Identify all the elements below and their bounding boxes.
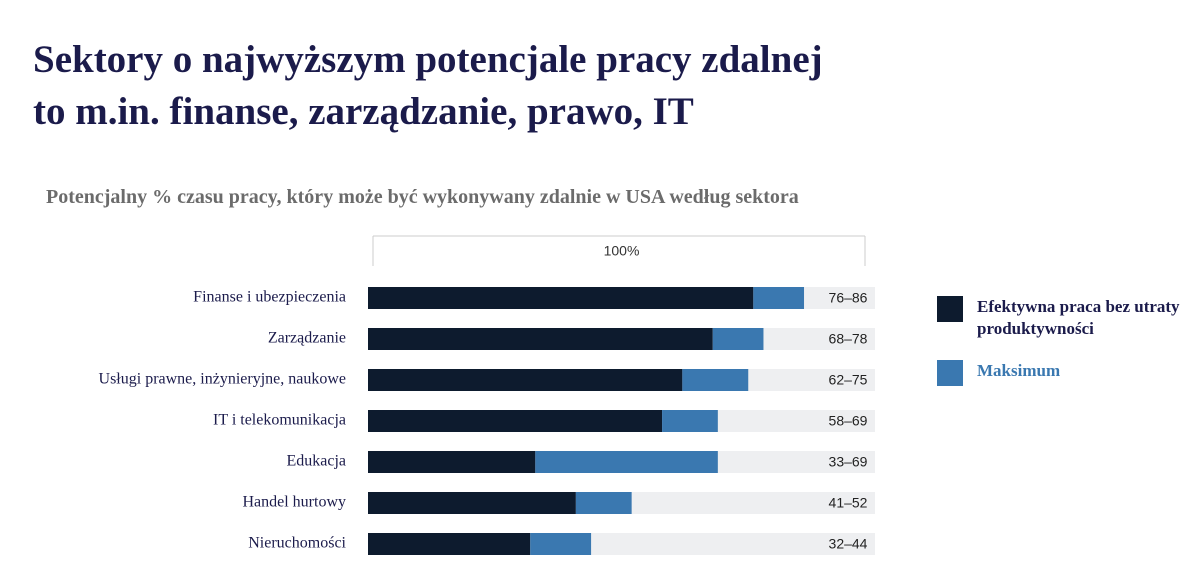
x-tick-label: 100% [604,243,640,259]
bar-segment [368,287,754,309]
legend-label: Maksimum [977,361,1061,380]
bar-segment [530,533,592,555]
bar-segment [368,410,663,432]
value-label: 68–78 [829,331,868,347]
bar-segment [535,451,718,473]
bar-segment [682,369,749,391]
value-label: 33–69 [829,454,868,470]
legend-item: Efektywna praca bez utraty produktywnośc… [937,296,1197,340]
category-label: Handel hurtowy [242,494,346,511]
chart-subtitle: Potencjalny % czasu pracy, który może by… [46,186,799,208]
category-label: Zarządzanie [268,330,346,347]
category-label: Usługi prawne, inżynieryjne, naukowe [99,371,346,388]
category-label: IT i telekomunikacja [213,412,346,429]
value-label: 62–75 [829,372,868,388]
value-label: 41–52 [829,495,868,511]
chart-title: Sektory o najwyższym potencjale pracy zd… [33,38,823,133]
category-label: Finanse i ubezpieczenia [193,289,346,306]
legend-item: Maksimum [937,360,1197,386]
legend-label: Efektywna praca bez utraty produktywnośc… [977,297,1180,338]
bar-segment [753,287,805,309]
bar-segment [368,533,531,555]
value-label: 32–44 [829,536,868,552]
value-label: 58–69 [829,413,868,429]
bar-segment [368,369,683,391]
legend-swatch [937,296,963,322]
bar-segment [662,410,718,432]
bar-segment [712,328,764,350]
bar-segment [575,492,632,514]
category-label: Nieruchomości [248,535,346,552]
value-label: 76–86 [829,290,868,306]
bar-segment [368,492,576,514]
bar-segment [368,451,536,473]
bar-segment [368,328,713,350]
legend-swatch [937,360,963,386]
category-label: Edukacja [286,453,346,470]
